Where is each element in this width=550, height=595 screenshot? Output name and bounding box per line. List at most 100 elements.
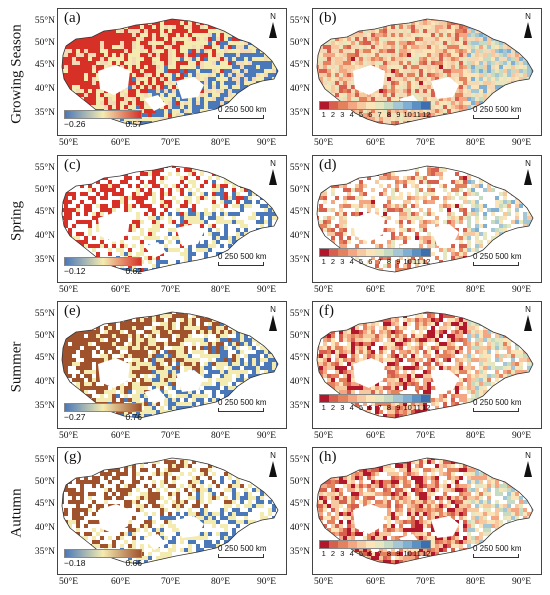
- map-panel-g: (g) N 0 250 500 km −0.18 0.66: [57, 447, 287, 575]
- y-tick-label: 55°N: [34, 16, 55, 26]
- north-label: N: [525, 451, 531, 460]
- scale-label: 0 250 500 km: [473, 105, 522, 114]
- scale-bar: 0 250 500 km: [473, 252, 535, 266]
- panel-label: (b): [319, 10, 337, 26]
- y-tick-label: 45°N: [34, 353, 55, 363]
- row-label-summer: Summer: [8, 341, 25, 393]
- x-tick-label: 60°E: [366, 431, 386, 441]
- month-legend-label: 4: [349, 403, 354, 412]
- map-panel-h: (h) N 0 250 500 km 1 2 3 4 5 6 7 8 9 10 11 12: [312, 447, 542, 575]
- month-legend-label: 6: [368, 110, 373, 119]
- x-tick-label: 70°E: [416, 431, 436, 441]
- scale-bar: 0 250 500 km: [218, 105, 280, 119]
- region-map-h: [316, 457, 534, 565]
- north-label: N: [525, 12, 531, 21]
- x-tick-label: 50°E: [59, 431, 79, 441]
- region-map-c: [61, 165, 279, 273]
- month-legend-label: 12: [422, 403, 431, 412]
- x-tick-label: 70°E: [161, 285, 181, 295]
- y-tick-label: 55°N: [289, 455, 310, 465]
- y-tick-label: 50°N: [34, 185, 55, 195]
- map-panel-e: (e) N 0 250 500 km −0.27 0.76: [57, 301, 287, 429]
- y-tick-label: 45°N: [289, 499, 310, 509]
- scale-label: 0 250 500 km: [218, 105, 267, 114]
- x-tick-label: 60°E: [111, 431, 131, 441]
- month-legend-label: 11: [413, 257, 421, 266]
- y-tick-label: 55°N: [289, 309, 310, 319]
- color-bar-legend: −0.18 0.66: [64, 549, 142, 568]
- y-tick-label: 40°N: [289, 84, 310, 94]
- scale-bar: 0 250 500 km: [218, 544, 280, 558]
- x-tick-label: 90°E: [257, 138, 277, 148]
- month-legend-label: 4: [349, 257, 354, 266]
- month-legend-label: 3: [340, 549, 345, 558]
- month-legend-label: 2: [330, 403, 336, 412]
- x-tick-label: 60°E: [366, 577, 386, 587]
- x-tick-label: 90°E: [512, 431, 532, 441]
- panel-label: (e): [64, 303, 81, 319]
- x-tick-label: 80°E: [211, 431, 231, 441]
- region-map-f: [316, 311, 534, 419]
- y-tick-label: 55°N: [34, 455, 55, 465]
- y-tick-label: 40°N: [289, 523, 310, 533]
- month-legend-label: 12: [422, 549, 431, 558]
- y-tick-label: 45°N: [34, 499, 55, 509]
- month-legend-label: 5: [358, 110, 364, 119]
- map-panel-d: (d) N 0 250 500 km 1 2 3 4 5 6 7 8 9 10 11 12: [312, 155, 542, 283]
- scale-label: 0 250 500 km: [218, 398, 267, 407]
- month-legend-label: 9: [396, 257, 401, 266]
- month-legend-label: 1: [321, 110, 326, 119]
- y-tick-label: 45°N: [34, 60, 55, 70]
- panel-label: (c): [64, 157, 81, 173]
- north-arrow-icon: N: [266, 305, 280, 333]
- panel-label: (f): [319, 303, 334, 319]
- month-legend-label: 9: [396, 549, 401, 558]
- scale-label: 0 250 500 km: [473, 544, 522, 553]
- legend-max: 0.62: [125, 266, 142, 276]
- legend-max: 0.66: [125, 558, 142, 568]
- y-tick-label: 50°N: [34, 38, 55, 48]
- x-tick-label: 60°E: [111, 577, 131, 587]
- x-tick-label: 50°E: [314, 577, 334, 587]
- row-label-spring: Spring: [8, 200, 25, 242]
- x-tick-label: 50°E: [314, 285, 334, 295]
- month-legend-label: 8: [386, 110, 392, 119]
- scale-label: 0 250 500 km: [218, 544, 267, 553]
- month-legend: 1 2 3 4 5 6 7 8 9 10 11 12: [319, 101, 431, 119]
- month-legend-label: 9: [396, 110, 401, 119]
- scale-label: 0 250 500 km: [473, 252, 522, 261]
- y-tick-label: 35°N: [289, 255, 310, 265]
- map-panel-b: (b) N 0 250 500 km 1 2 3 4 5 6 7 8 9 10 11 12: [312, 8, 542, 136]
- y-tick-label: 40°N: [34, 523, 55, 533]
- x-tick-label: 80°E: [466, 285, 486, 295]
- north-arrow-icon: N: [521, 159, 535, 187]
- panel-label: (d): [319, 157, 337, 173]
- month-legend-label: 6: [368, 403, 373, 412]
- north-label: N: [270, 12, 276, 21]
- region-map-g: [61, 457, 279, 565]
- month-legend-label: 5: [358, 257, 364, 266]
- north-arrow-icon: N: [266, 159, 280, 187]
- x-tick-label: 70°E: [416, 138, 436, 148]
- x-tick-label: 60°E: [366, 285, 386, 295]
- y-tick-label: 40°N: [289, 231, 310, 241]
- month-legend-label: 3: [340, 110, 345, 119]
- scale-bar: 0 250 500 km: [218, 252, 280, 266]
- month-legend-label: 10: [403, 110, 412, 119]
- scale-bar: 0 250 500 km: [218, 398, 280, 412]
- month-legend-label: 11: [413, 549, 421, 558]
- x-tick-label: 50°E: [59, 577, 79, 587]
- map-panel-c: (c) N 0 250 500 km −0.12 0.62: [57, 155, 287, 283]
- x-tick-label: 60°E: [111, 138, 131, 148]
- month-legend-label: 12: [422, 257, 431, 266]
- month-legend: 1 2 3 4 5 6 7 8 9 10 11 12: [319, 540, 431, 558]
- x-tick-label: 90°E: [512, 577, 532, 587]
- legend-min: −0.27: [64, 412, 86, 422]
- y-tick-label: 35°N: [34, 547, 55, 557]
- month-legend-label: 7: [377, 257, 382, 266]
- month-legend-label: 4: [349, 110, 354, 119]
- legend-max: 0.57: [125, 119, 142, 129]
- y-tick-label: 50°N: [289, 38, 310, 48]
- month-legend-label: 8: [386, 257, 392, 266]
- x-tick-label: 90°E: [512, 138, 532, 148]
